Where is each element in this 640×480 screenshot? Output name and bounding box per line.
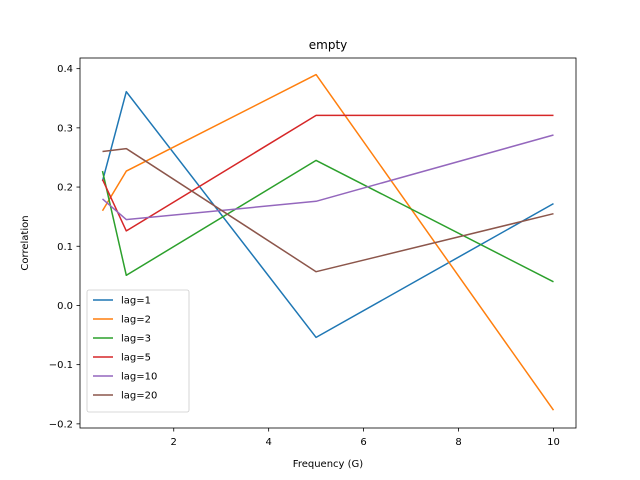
y-axis: −0.2 −0.1 0.0 0.1 0.2 0.3 0.4 (49, 64, 80, 430)
x-tick-label: 4 (265, 437, 271, 448)
legend-box (86, 289, 190, 413)
x-axis-title: Frequency (G) (293, 459, 363, 470)
x-tick-label: 6 (360, 437, 366, 448)
y-tick-label: −0.2 (49, 419, 73, 430)
y-tick-label: 0.0 (57, 301, 73, 312)
chart-title: empty (309, 38, 348, 52)
legend-label: lag=20 (121, 391, 157, 402)
legend-label: lag=5 (121, 353, 151, 364)
series-line-lag-5 (101, 114, 554, 232)
legend: lag=1 lag=2 lag=3 lag=5 lag=10 lag=20 (86, 289, 190, 413)
series-line-lag-3 (101, 159, 554, 283)
x-tick-label: 10 (547, 437, 560, 448)
series-line-lag-1 (101, 90, 554, 339)
x-tick-label: 8 (455, 437, 461, 448)
legend-label: lag=1 (121, 296, 151, 307)
plot-area-frame (79, 57, 577, 429)
series-line-lag-20 (102, 147, 554, 273)
y-tick-label: 0.4 (57, 64, 73, 75)
legend-label: lag=2 (121, 315, 151, 326)
y-tick-label: 0.3 (57, 123, 73, 134)
legend-label: lag=10 (121, 372, 157, 383)
legend-label: lag=3 (121, 334, 151, 345)
y-tick-label: 0.2 (57, 183, 73, 194)
y-tick-label: −0.1 (49, 360, 73, 371)
y-axis-title: Correlation (20, 215, 31, 270)
x-axis: 2 4 6 8 10 (171, 428, 560, 448)
x-tick-label: 2 (171, 437, 177, 448)
y-tick-label: 0.1 (57, 242, 73, 253)
